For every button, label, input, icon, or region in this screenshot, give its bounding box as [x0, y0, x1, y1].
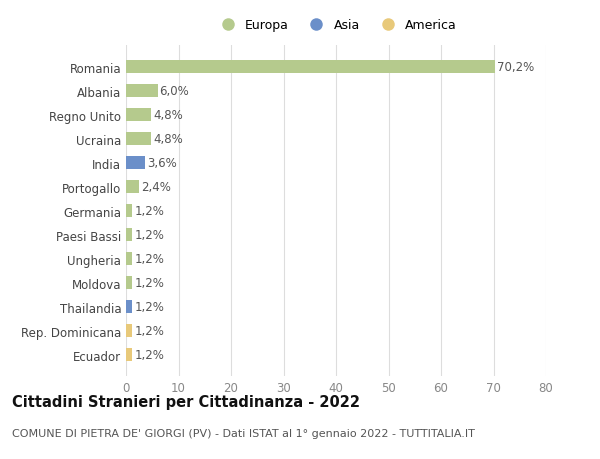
Bar — [126, 205, 133, 218]
Bar — [126, 276, 133, 290]
Bar — [126, 181, 139, 194]
Text: Cittadini Stranieri per Cittadinanza - 2022: Cittadini Stranieri per Cittadinanza - 2… — [12, 394, 360, 409]
Text: 4,8%: 4,8% — [154, 133, 183, 146]
Bar — [126, 61, 494, 74]
Text: 1,2%: 1,2% — [134, 252, 164, 265]
Bar — [126, 229, 133, 241]
Text: 1,2%: 1,2% — [134, 205, 164, 218]
Text: 1,2%: 1,2% — [134, 276, 164, 290]
Text: 70,2%: 70,2% — [497, 61, 534, 74]
Text: 1,2%: 1,2% — [134, 300, 164, 313]
Text: 2,4%: 2,4% — [140, 181, 170, 194]
Bar — [126, 133, 151, 146]
Bar — [126, 157, 145, 170]
Bar — [126, 324, 133, 337]
Legend: Europa, Asia, America: Europa, Asia, America — [215, 19, 457, 32]
Text: 1,2%: 1,2% — [134, 325, 164, 337]
Bar — [126, 348, 133, 361]
Bar — [126, 300, 133, 313]
Text: 1,2%: 1,2% — [134, 229, 164, 241]
Bar — [126, 85, 157, 98]
Text: 1,2%: 1,2% — [134, 348, 164, 361]
Bar — [126, 252, 133, 266]
Bar — [126, 109, 151, 122]
Text: 3,6%: 3,6% — [147, 157, 177, 170]
Text: 4,8%: 4,8% — [154, 109, 183, 122]
Text: COMUNE DI PIETRA DE' GIORGI (PV) - Dati ISTAT al 1° gennaio 2022 - TUTTITALIA.IT: COMUNE DI PIETRA DE' GIORGI (PV) - Dati … — [12, 428, 475, 438]
Text: 6,0%: 6,0% — [160, 85, 190, 98]
